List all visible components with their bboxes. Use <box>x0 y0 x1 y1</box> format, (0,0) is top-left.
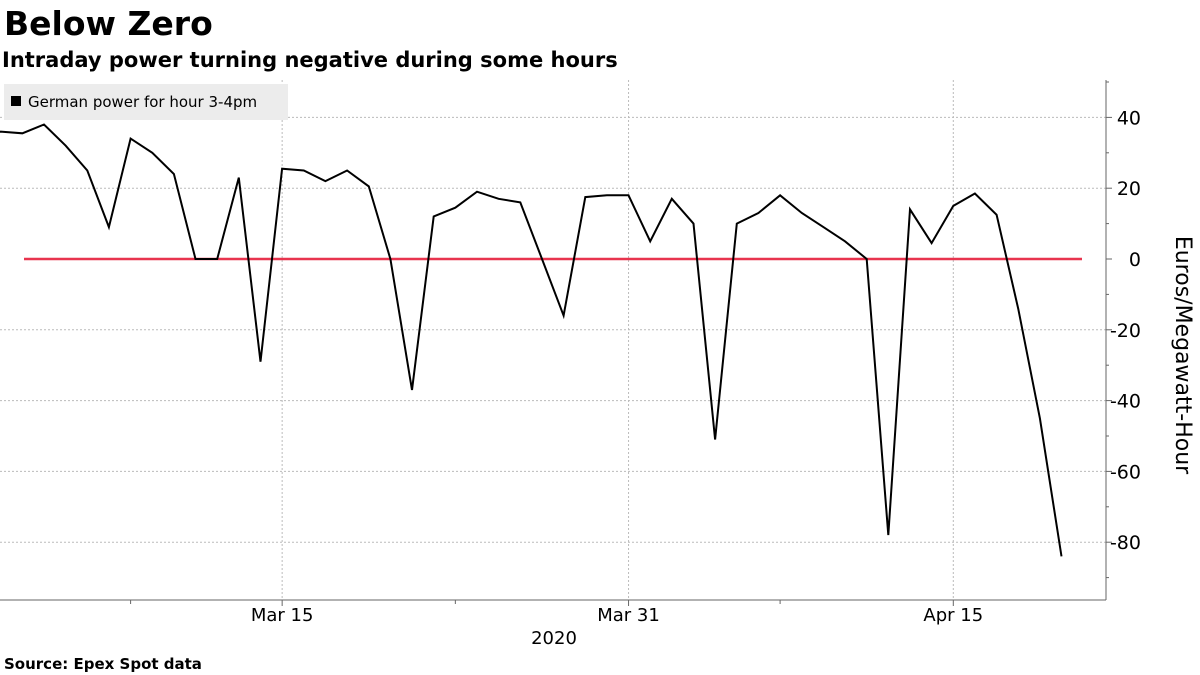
y-tick-label: -80 <box>1110 532 1141 554</box>
y-tick-label: -40 <box>1110 391 1141 413</box>
x-axis-year-label: 2020 <box>531 628 577 649</box>
legend: German power for hour 3-4pm <box>4 84 288 120</box>
y-tick-label: -20 <box>1110 320 1141 342</box>
source-note: Source: Epex Spot data <box>4 655 202 673</box>
legend-background <box>4 84 288 120</box>
y-tick-label: -60 <box>1110 461 1141 483</box>
legend-label: German power for hour 3-4pm <box>28 93 257 111</box>
x-tick-label: Mar 15 <box>251 605 314 626</box>
y-tick-label: 0 <box>1129 249 1141 271</box>
axes <box>0 80 1112 606</box>
y-tick-label: 40 <box>1117 107 1141 129</box>
y-axis-label: Euros/Megawatt-Hour <box>1170 236 1195 475</box>
gridlines <box>0 80 1106 600</box>
y-tick-label: 20 <box>1117 178 1141 200</box>
x-tick-label: Mar 31 <box>597 605 660 626</box>
legend-swatch <box>11 96 21 106</box>
chart-title: Below Zero <box>4 4 213 43</box>
series-group <box>0 123 1063 557</box>
chart-subtitle: Intraday power turning negative during s… <box>2 48 618 72</box>
series-line <box>0 123 1063 557</box>
x-tick-label: Apr 15 <box>923 605 983 626</box>
tick-labels: 40 20 0 -20 -40 -60 -80 Mar 15 Mar 31 Apr 15 <box>251 107 1141 626</box>
